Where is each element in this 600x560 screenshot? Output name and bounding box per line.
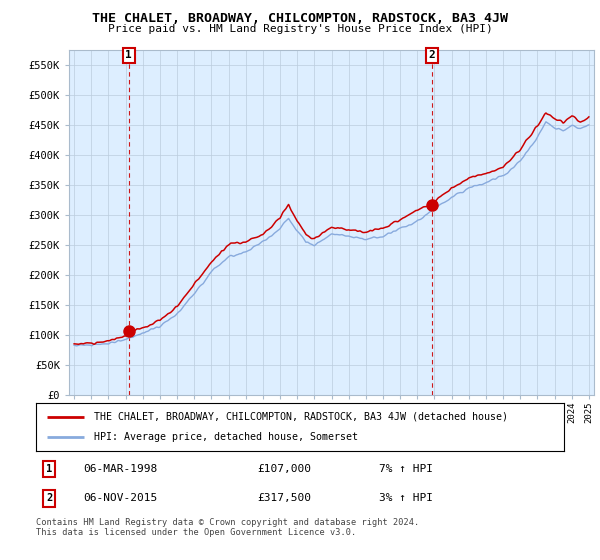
Text: £107,000: £107,000 [258, 464, 312, 474]
Text: Price paid vs. HM Land Registry's House Price Index (HPI): Price paid vs. HM Land Registry's House … [107, 24, 493, 34]
Text: 2: 2 [46, 493, 52, 503]
Text: 1: 1 [46, 464, 52, 474]
Text: 3% ↑ HPI: 3% ↑ HPI [379, 493, 433, 503]
Text: THE CHALET, BROADWAY, CHILCOMPTON, RADSTOCK, BA3 4JW: THE CHALET, BROADWAY, CHILCOMPTON, RADST… [92, 12, 508, 25]
Text: HPI: Average price, detached house, Somerset: HPI: Average price, detached house, Some… [94, 432, 358, 442]
Text: 7% ↑ HPI: 7% ↑ HPI [379, 464, 433, 474]
Text: 06-MAR-1998: 06-MAR-1998 [83, 464, 158, 474]
Text: THE CHALET, BROADWAY, CHILCOMPTON, RADSTOCK, BA3 4JW (detached house): THE CHALET, BROADWAY, CHILCOMPTON, RADST… [94, 412, 508, 422]
Text: 1: 1 [125, 50, 132, 60]
Text: Contains HM Land Registry data © Crown copyright and database right 2024.
This d: Contains HM Land Registry data © Crown c… [36, 518, 419, 538]
Text: £317,500: £317,500 [258, 493, 312, 503]
Text: 06-NOV-2015: 06-NOV-2015 [83, 493, 158, 503]
Text: 2: 2 [428, 50, 435, 60]
